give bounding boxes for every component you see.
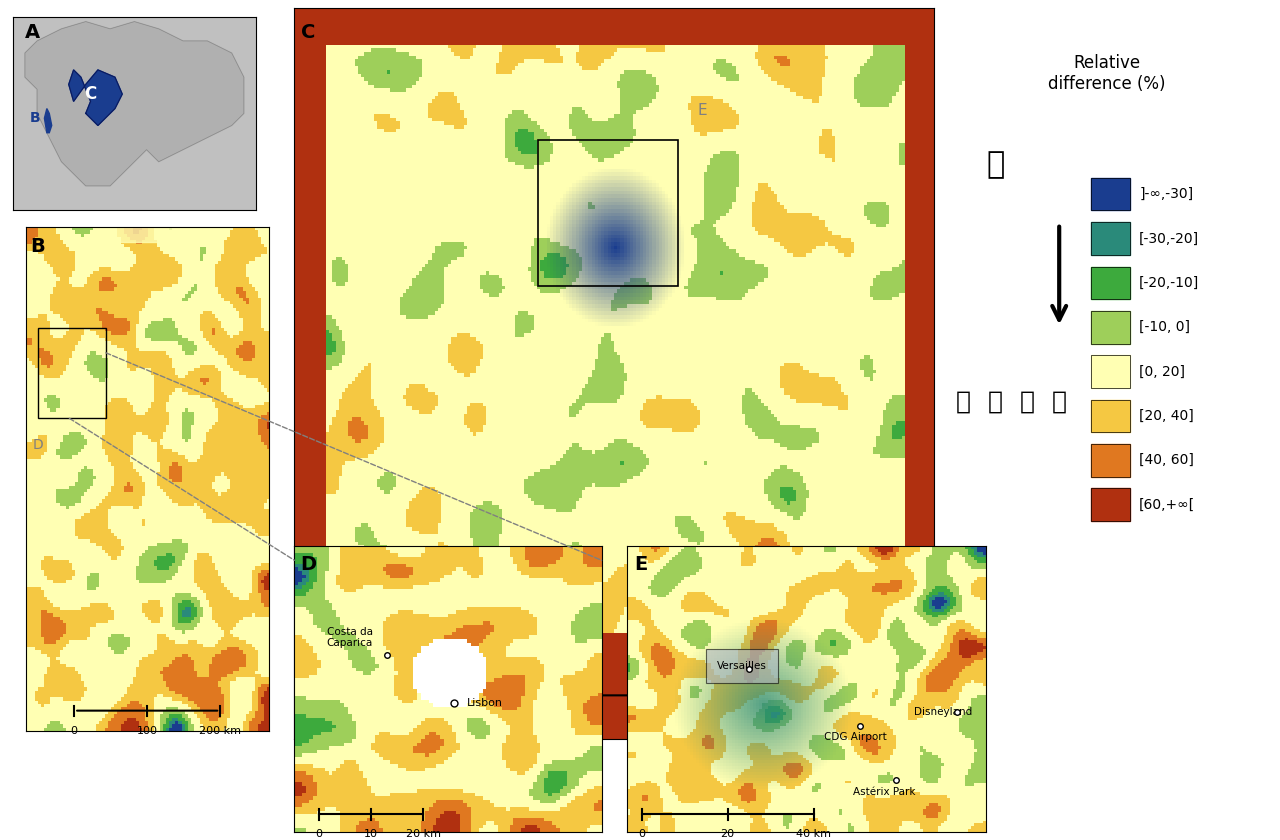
Text: Astérix Park: Astérix Park [852, 786, 915, 796]
Text: C: C [301, 23, 315, 42]
Polygon shape [26, 22, 243, 186]
Text: ⛹: ⛹ [956, 389, 970, 413]
Bar [1091, 223, 1130, 255]
Text: A: A [26, 23, 40, 42]
Text: CDG Airport: CDG Airport [824, 732, 887, 743]
Text: [0, 20]: [0, 20] [1139, 365, 1185, 379]
Text: E: E [635, 554, 648, 574]
Text: Disneyland: Disneyland [914, 706, 973, 717]
Text: [-30,-20]: [-30,-20] [1139, 232, 1199, 245]
Bar [1091, 311, 1130, 344]
Text: 10: 10 [365, 829, 378, 839]
Text: 0: 0 [70, 726, 78, 736]
Text: ⛹: ⛹ [986, 150, 1005, 179]
Bar [1091, 178, 1130, 211]
Text: [20, 40]: [20, 40] [1139, 409, 1194, 423]
Bar [538, 140, 678, 286]
Text: [-10, 0]: [-10, 0] [1139, 320, 1190, 334]
Text: C: C [84, 85, 97, 103]
Bar [1091, 488, 1130, 521]
Text: 0: 0 [315, 829, 323, 839]
Bar [1091, 355, 1130, 388]
Text: Costa da
Caparica: Costa da Caparica [326, 627, 372, 648]
Bar [1091, 223, 1130, 255]
Text: 40 km: 40 km [796, 829, 831, 839]
Text: D: D [301, 554, 316, 574]
Text: Lisbon: Lisbon [466, 698, 503, 708]
Bar [1091, 400, 1130, 433]
Text: Versailles: Versailles [717, 661, 767, 671]
Bar [1091, 266, 1130, 299]
Text: 200 km: 200 km [200, 726, 241, 736]
Bar [38, 328, 106, 418]
Text: B: B [31, 237, 45, 256]
Text: ]-∞,-30]: ]-∞,-30] [1139, 187, 1193, 202]
Text: ⛹: ⛹ [988, 389, 1002, 413]
Text: D: D [33, 438, 44, 453]
Polygon shape [69, 70, 123, 125]
Bar [1091, 311, 1130, 344]
Text: 0: 0 [515, 725, 522, 738]
Bar [1091, 444, 1130, 476]
Bar [707, 648, 778, 683]
Text: 20 km: 20 km [406, 829, 440, 839]
Text: 400 km: 400 km [751, 725, 797, 738]
Polygon shape [45, 108, 51, 133]
Text: ⛹: ⛹ [1020, 389, 1034, 413]
Text: 20: 20 [721, 829, 735, 839]
Bar [1091, 178, 1130, 211]
Text: 200: 200 [635, 725, 658, 738]
Text: [-20,-10]: [-20,-10] [1139, 276, 1199, 290]
Text: 0: 0 [637, 829, 645, 839]
Text: E: E [698, 103, 708, 118]
Text: ⛹: ⛹ [1052, 389, 1066, 413]
Text: B: B [29, 111, 40, 125]
Text: [40, 60]: [40, 60] [1139, 454, 1194, 467]
Text: Relative
difference (%): Relative difference (%) [1048, 54, 1166, 92]
Bar [1091, 488, 1130, 521]
Bar [1091, 444, 1130, 476]
Text: 100: 100 [137, 726, 157, 736]
Bar [1091, 355, 1130, 388]
Text: [60,+∞[: [60,+∞[ [1139, 497, 1196, 512]
Bar [1091, 266, 1130, 299]
Bar [1091, 400, 1130, 433]
